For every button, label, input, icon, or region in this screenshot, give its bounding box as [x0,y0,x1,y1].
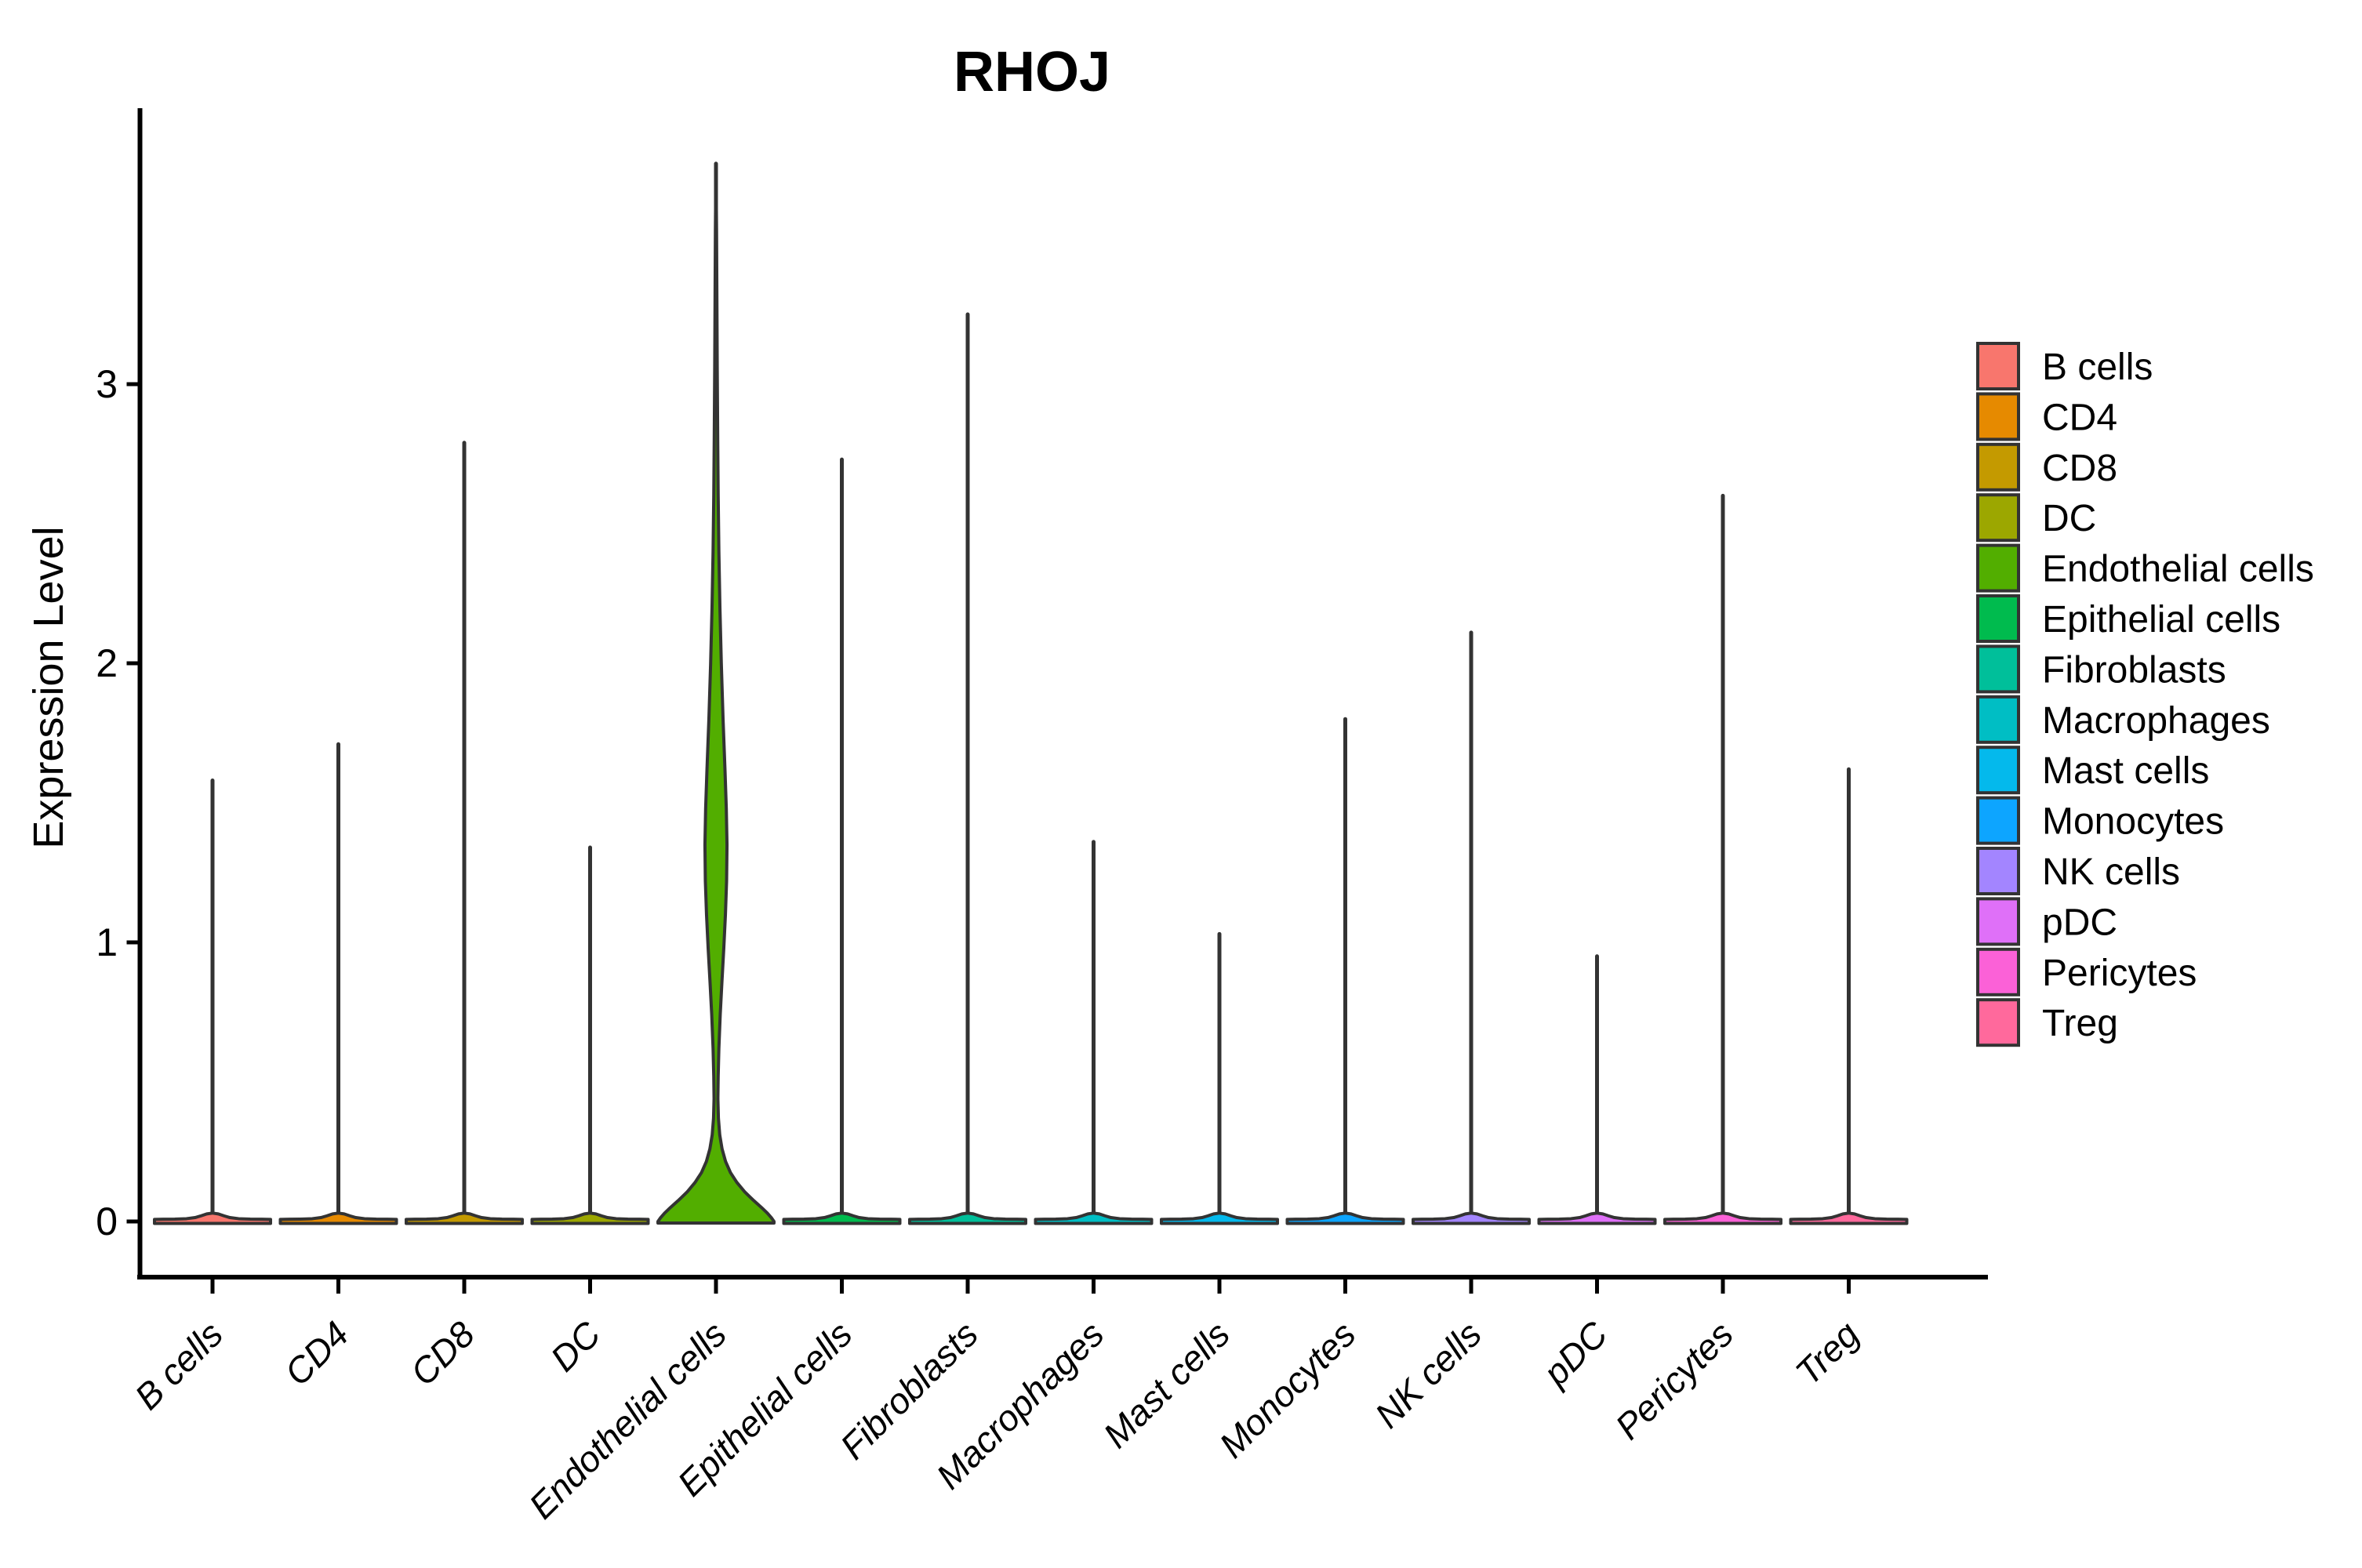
x-tick-label-b-cells: B cells [126,1313,231,1417]
x-tick-label-cd4: CD4 [277,1313,357,1393]
y-tick-label: 2 [96,641,118,685]
legend-swatch-pericytes [1976,947,2020,996]
x-tick-label-pericytes: Pericytes [1608,1313,1742,1447]
legend-label-pericytes: Pericytes [2042,953,2197,994]
legend-label-treg: Treg [2042,1003,2118,1044]
legend-label-macrophages: Macrophages [2042,700,2270,742]
legend-swatch-cd4 [1976,392,2020,441]
legend-swatch-macrophages [1976,695,2020,744]
legend-swatch-treg [1976,998,2020,1047]
x-tick-label-monocytes: Monocytes [1212,1313,1364,1465]
violin-body-b-cells [153,1211,272,1225]
x-tick-label-pdc: pDC [1534,1313,1615,1395]
legend-item-b-cells: B cells [1976,342,2153,390]
legend-item-endothelial-cells: Endothelial cells [1976,543,2314,593]
legend-label-epithelial-cells: Epithelial cells [2042,599,2280,641]
violin-body-treg [1789,1211,1909,1225]
axes-group: 0 1 2 3 [96,108,1988,1279]
legend-label-b-cells: B cells [2042,347,2153,388]
legend-swatch-endothelial-cells [1976,543,2020,593]
x-tick-label-dc: DC [543,1313,609,1379]
legend-swatch-dc [1976,493,2020,543]
legend-swatch-monocytes [1976,796,2020,845]
legend-swatch-nk-cells [1976,847,2020,895]
x-tick-label-cd8: CD8 [402,1313,482,1393]
legend-item-cd8: CD8 [1976,442,2117,492]
violin-body-cd4 [278,1211,398,1225]
legend-item-epithelial-cells: Epithelial cells [1976,594,2280,643]
legend-swatch-cd8 [1976,442,2020,492]
violin-body-fibroblasts [908,1211,1027,1225]
legend-item-treg: Treg [1976,998,2118,1047]
y-axis-label: Expression Level [25,526,72,848]
legend-label-pdc: pDC [2042,902,2117,943]
legend-item-nk-cells: NK cells [1976,847,2180,895]
violin-body-endothelial-cells [656,162,776,1225]
legend-item-fibroblasts: Fibroblasts [1976,644,2226,694]
y-tick-label: 3 [96,362,118,406]
legend-swatch-fibroblasts [1976,644,2020,694]
violins-group [153,162,1909,1225]
violin-body-cd8 [405,1211,524,1225]
legend-swatch-mast-cells [1976,746,2020,795]
y-tick-label: 1 [96,920,118,964]
legend-label-nk-cells: NK cells [2042,851,2180,893]
violin-body-mast-cells [1160,1211,1279,1225]
y-tick-label: 0 [96,1200,118,1243]
legend-label-fibroblasts: Fibroblasts [2042,649,2226,691]
legend-label-cd4: CD4 [2042,397,2117,438]
violin-body-pericytes [1663,1211,1782,1225]
legend-swatch-pdc [1976,897,2020,946]
violin-body-nk-cells [1412,1211,1531,1225]
legend-swatch-epithelial-cells [1976,594,2020,643]
x-tick-label-treg: Treg [1787,1313,1867,1393]
legend-label-mast-cells: Mast cells [2042,750,2209,792]
chart-title: RHOJ [954,41,1110,103]
violin-body-macrophages [1034,1211,1154,1225]
legend-item-cd4: CD4 [1976,392,2117,441]
violin-body-monocytes [1285,1211,1405,1225]
legend-label-endothelial-cells: Endothelial cells [2042,549,2314,590]
legend-item-monocytes: Monocytes [1976,796,2224,845]
legend-item-dc: DC [1976,493,2096,543]
legend-label-dc: DC [2042,498,2096,539]
legend-group: B cells CD4 CD8 DC Endothelial cells Epitheli… [1976,342,2314,1047]
legend-swatch-b-cells [1976,342,2020,390]
legend-label-cd8: CD8 [2042,448,2117,489]
legend-item-mast-cells: Mast cells [1976,746,2209,795]
legend-item-pdc: pDC [1976,897,2117,946]
legend-item-macrophages: Macrophages [1976,695,2270,744]
violin-body-pdc [1537,1211,1657,1225]
violin-body-epithelial-cells [782,1211,902,1225]
legend-item-pericytes: Pericytes [1976,947,2197,996]
violin-body-dc [530,1211,650,1225]
legend-label-monocytes: Monocytes [2042,801,2224,843]
x-tick-label-nk-cells: NK cells [1367,1313,1489,1436]
